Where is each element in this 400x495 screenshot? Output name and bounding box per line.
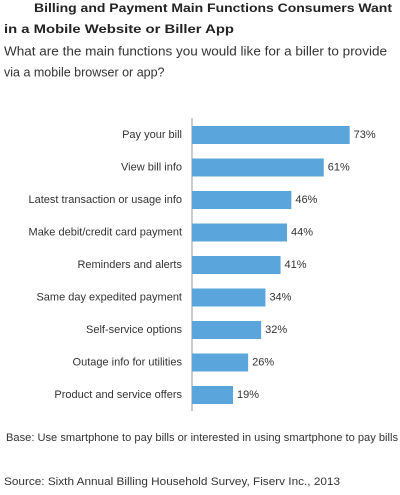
chart-title: in a Mobile Website or Biller App <box>4 22 234 36</box>
value-label: 32% <box>265 324 287 336</box>
value-label: 73% <box>354 129 376 141</box>
source: Source: Sixth Annual Billing Household S… <box>4 476 340 488</box>
chart-subtitle: What are the main functions you would li… <box>4 44 387 58</box>
category-label: Pay your bill <box>122 129 182 141</box>
chart-title: Billing and Payment Main Functions Consu… <box>34 1 392 15</box>
bar <box>192 158 324 177</box>
category-label: Product and service offers <box>54 389 182 401</box>
bar <box>192 353 249 372</box>
value-label: 61% <box>328 161 350 173</box>
value-label: 26% <box>252 356 274 368</box>
bar <box>192 288 266 307</box>
category-label: View bill info <box>121 161 182 173</box>
category-label: Reminders and alerts <box>77 259 182 271</box>
category-label: Self-service options <box>86 324 182 336</box>
category-label: Same day expedited payment <box>36 291 182 303</box>
value-label: 41% <box>285 259 307 271</box>
category-label: Outage info for utilities <box>73 356 183 368</box>
bar <box>192 191 292 209</box>
bar <box>192 126 350 144</box>
note: Base: Use smartphone to pay bills or int… <box>6 432 398 444</box>
value-label: 34% <box>269 291 291 303</box>
bar <box>192 386 234 404</box>
bar <box>192 256 281 274</box>
chart-subtitle: via a mobile browser or app? <box>4 65 165 79</box>
category-label: Latest transaction or usage info <box>29 194 182 206</box>
bar <box>192 223 288 242</box>
value-label: 46% <box>295 194 317 206</box>
category-label: Make debit/credit card payment <box>29 226 182 238</box>
value-label: 19% <box>237 389 259 401</box>
value-label: 44% <box>291 226 313 238</box>
bar <box>192 321 262 339</box>
